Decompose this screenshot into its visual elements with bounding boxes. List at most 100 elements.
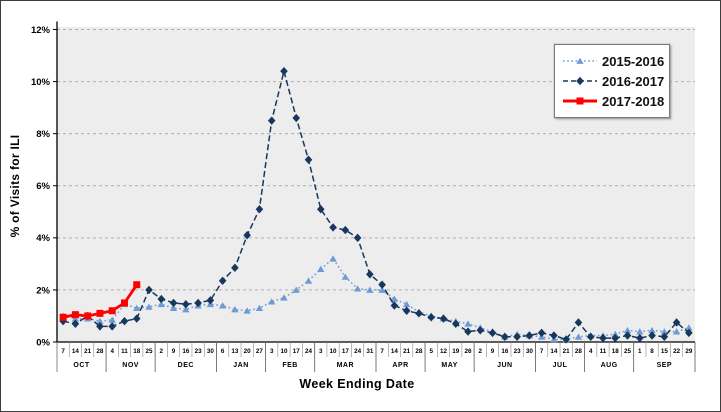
x-tick-day-label: 7 [380, 348, 384, 355]
x-tick-day-label: 23 [514, 348, 522, 355]
marker-diamond [672, 318, 681, 327]
marker-triangle [329, 255, 337, 262]
x-tick-day-label: 3 [319, 348, 323, 355]
x-month-label: OCT [73, 362, 90, 369]
series-line-2015-2016 [62, 257, 690, 341]
marker-diamond [120, 316, 129, 326]
marker-triangle [636, 328, 644, 335]
x-tick-day-label: 4 [589, 348, 593, 355]
legend-swatch-2017-2018 [563, 97, 597, 105]
marker-diamond [451, 319, 460, 328]
marker-diamond [243, 231, 251, 240]
y-tick-label: 10% [31, 77, 51, 88]
y-tick-label: 2% [36, 285, 50, 296]
marker-triangle [157, 300, 165, 308]
x-tick-day-label: 17 [293, 348, 301, 355]
marker-diamond [255, 204, 264, 214]
marker-diamond [292, 113, 301, 123]
x-month-label: SEP [657, 362, 673, 369]
marker-triangle [672, 328, 681, 335]
marker-diamond [537, 328, 546, 338]
marker-diamond [599, 333, 607, 343]
marker-diamond [353, 233, 362, 243]
marker-triangle [108, 316, 116, 323]
marker-diamond [513, 332, 521, 341]
x-tick-day-label: 14 [72, 348, 80, 355]
x-tick-day-label: 24 [354, 348, 362, 355]
x-tick-day-label: 20 [244, 348, 252, 355]
marker-diamond [169, 298, 178, 308]
x-tick-day-label: 21 [563, 348, 571, 355]
marker-diamond [71, 319, 80, 328]
x-tick-day-label: 15 [661, 348, 669, 355]
marker-triangle [255, 304, 264, 312]
series-2017-2018 [59, 281, 141, 321]
legend-marker-diamond-icon [576, 76, 584, 86]
marker-diamond [476, 326, 485, 335]
y-tick-label: 12% [31, 25, 51, 36]
x-month-label: AUG [601, 362, 618, 369]
marker-diamond [611, 333, 620, 343]
marker-diamond [464, 327, 472, 336]
x-tick-day-label: 9 [491, 348, 495, 355]
x-tick-day-label: 18 [133, 348, 141, 355]
marker-triangle [464, 320, 472, 327]
legend: 2015-2016 2016-2017 2017-2018 [554, 44, 670, 118]
series-2016-2017 [59, 66, 693, 344]
x-month-label: DEC [178, 362, 194, 369]
legend-item-2016-2017: 2016-2017 [562, 71, 664, 91]
x-month-label: JAN [233, 362, 249, 369]
x-month-label: MAY [441, 362, 457, 369]
marker-triangle [648, 326, 656, 334]
x-tick-day-label: 27 [256, 348, 264, 355]
marker-triangle [402, 300, 411, 308]
x-tick-day-label: 30 [207, 348, 215, 355]
marker-square [71, 311, 79, 319]
marker-diamond [488, 328, 497, 338]
x-month-label: JUL [553, 362, 568, 369]
x-month-label: MAR [337, 362, 354, 369]
marker-square [59, 313, 67, 321]
x-tick-day-label: 6 [221, 348, 225, 355]
marker-diamond [635, 333, 644, 343]
marker-diamond [586, 332, 595, 341]
x-tick-day-label: 14 [391, 348, 399, 355]
marker-square [84, 312, 92, 320]
marker-triangle [243, 307, 251, 314]
marker-triangle [96, 317, 104, 325]
x-tick-day-label: 14 [550, 348, 558, 355]
legend-item-2015-2016: 2015-2016 [562, 51, 665, 71]
x-tick-day-label: 31 [366, 348, 374, 355]
marker-triangle [304, 277, 313, 284]
marker-triangle [685, 324, 693, 331]
x-tick-day-label: 1 [638, 348, 642, 355]
legend-marker-square-icon [576, 97, 584, 105]
x-tick-day-label: 28 [96, 348, 104, 355]
marker-triangle [218, 302, 227, 309]
legend-label: 2015-2016 [602, 53, 665, 69]
marker-triangle [292, 286, 300, 293]
x-tick-day-label: 28 [575, 348, 583, 355]
marker-triangle [133, 304, 141, 312]
marker-diamond [623, 331, 632, 340]
x-axis-title: Week Ending Date [299, 377, 415, 391]
x-tick-day-label: 2 [160, 348, 164, 355]
marker-diamond [280, 66, 288, 76]
legend-item-2017-2018: 2017-2018 [562, 91, 664, 111]
x-tick-day-label: 7 [61, 348, 65, 355]
marker-diamond [427, 313, 436, 322]
x-tick-day-label: 26 [465, 348, 473, 355]
x-tick-day-label: 17 [342, 348, 350, 355]
x-tick-day-label: 12 [440, 348, 448, 355]
marker-diamond [157, 294, 166, 304]
marker-square [120, 299, 128, 307]
marker-triangle [280, 294, 288, 301]
marker-diamond [218, 276, 227, 286]
series-line-2016-2017 [62, 71, 690, 341]
marker-triangle [268, 298, 276, 305]
marker-square [108, 307, 116, 315]
marker-diamond [660, 332, 669, 341]
y-tick-label: 4% [36, 233, 50, 244]
marker-triangle [378, 286, 386, 293]
y-tick-label: 6% [36, 181, 50, 192]
